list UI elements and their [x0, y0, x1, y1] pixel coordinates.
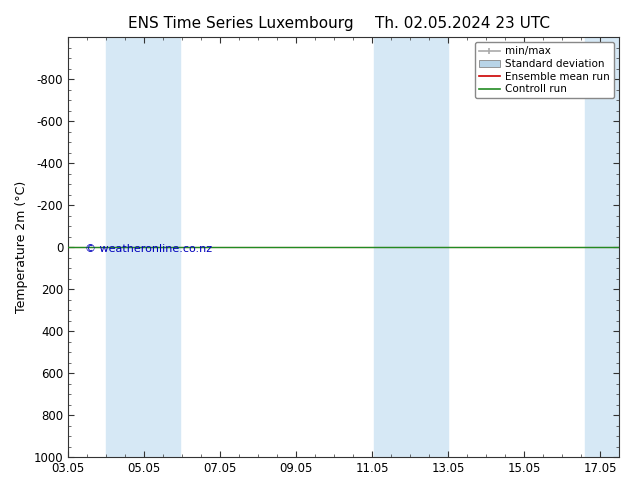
Bar [585, 37, 619, 457]
Text: © weatheronline.co.nz: © weatheronline.co.nz [84, 244, 212, 254]
Text: ENS Time Series Luxembourg: ENS Time Series Luxembourg [128, 16, 354, 31]
Text: Th. 02.05.2024 23 UTC: Th. 02.05.2024 23 UTC [375, 16, 550, 31]
Bar [374, 37, 448, 457]
Bar [106, 37, 180, 457]
Y-axis label: Temperature 2m (°C): Temperature 2m (°C) [15, 181, 28, 313]
Legend: min/max, Standard deviation, Ensemble mean run, Controll run: min/max, Standard deviation, Ensemble me… [475, 42, 614, 98]
